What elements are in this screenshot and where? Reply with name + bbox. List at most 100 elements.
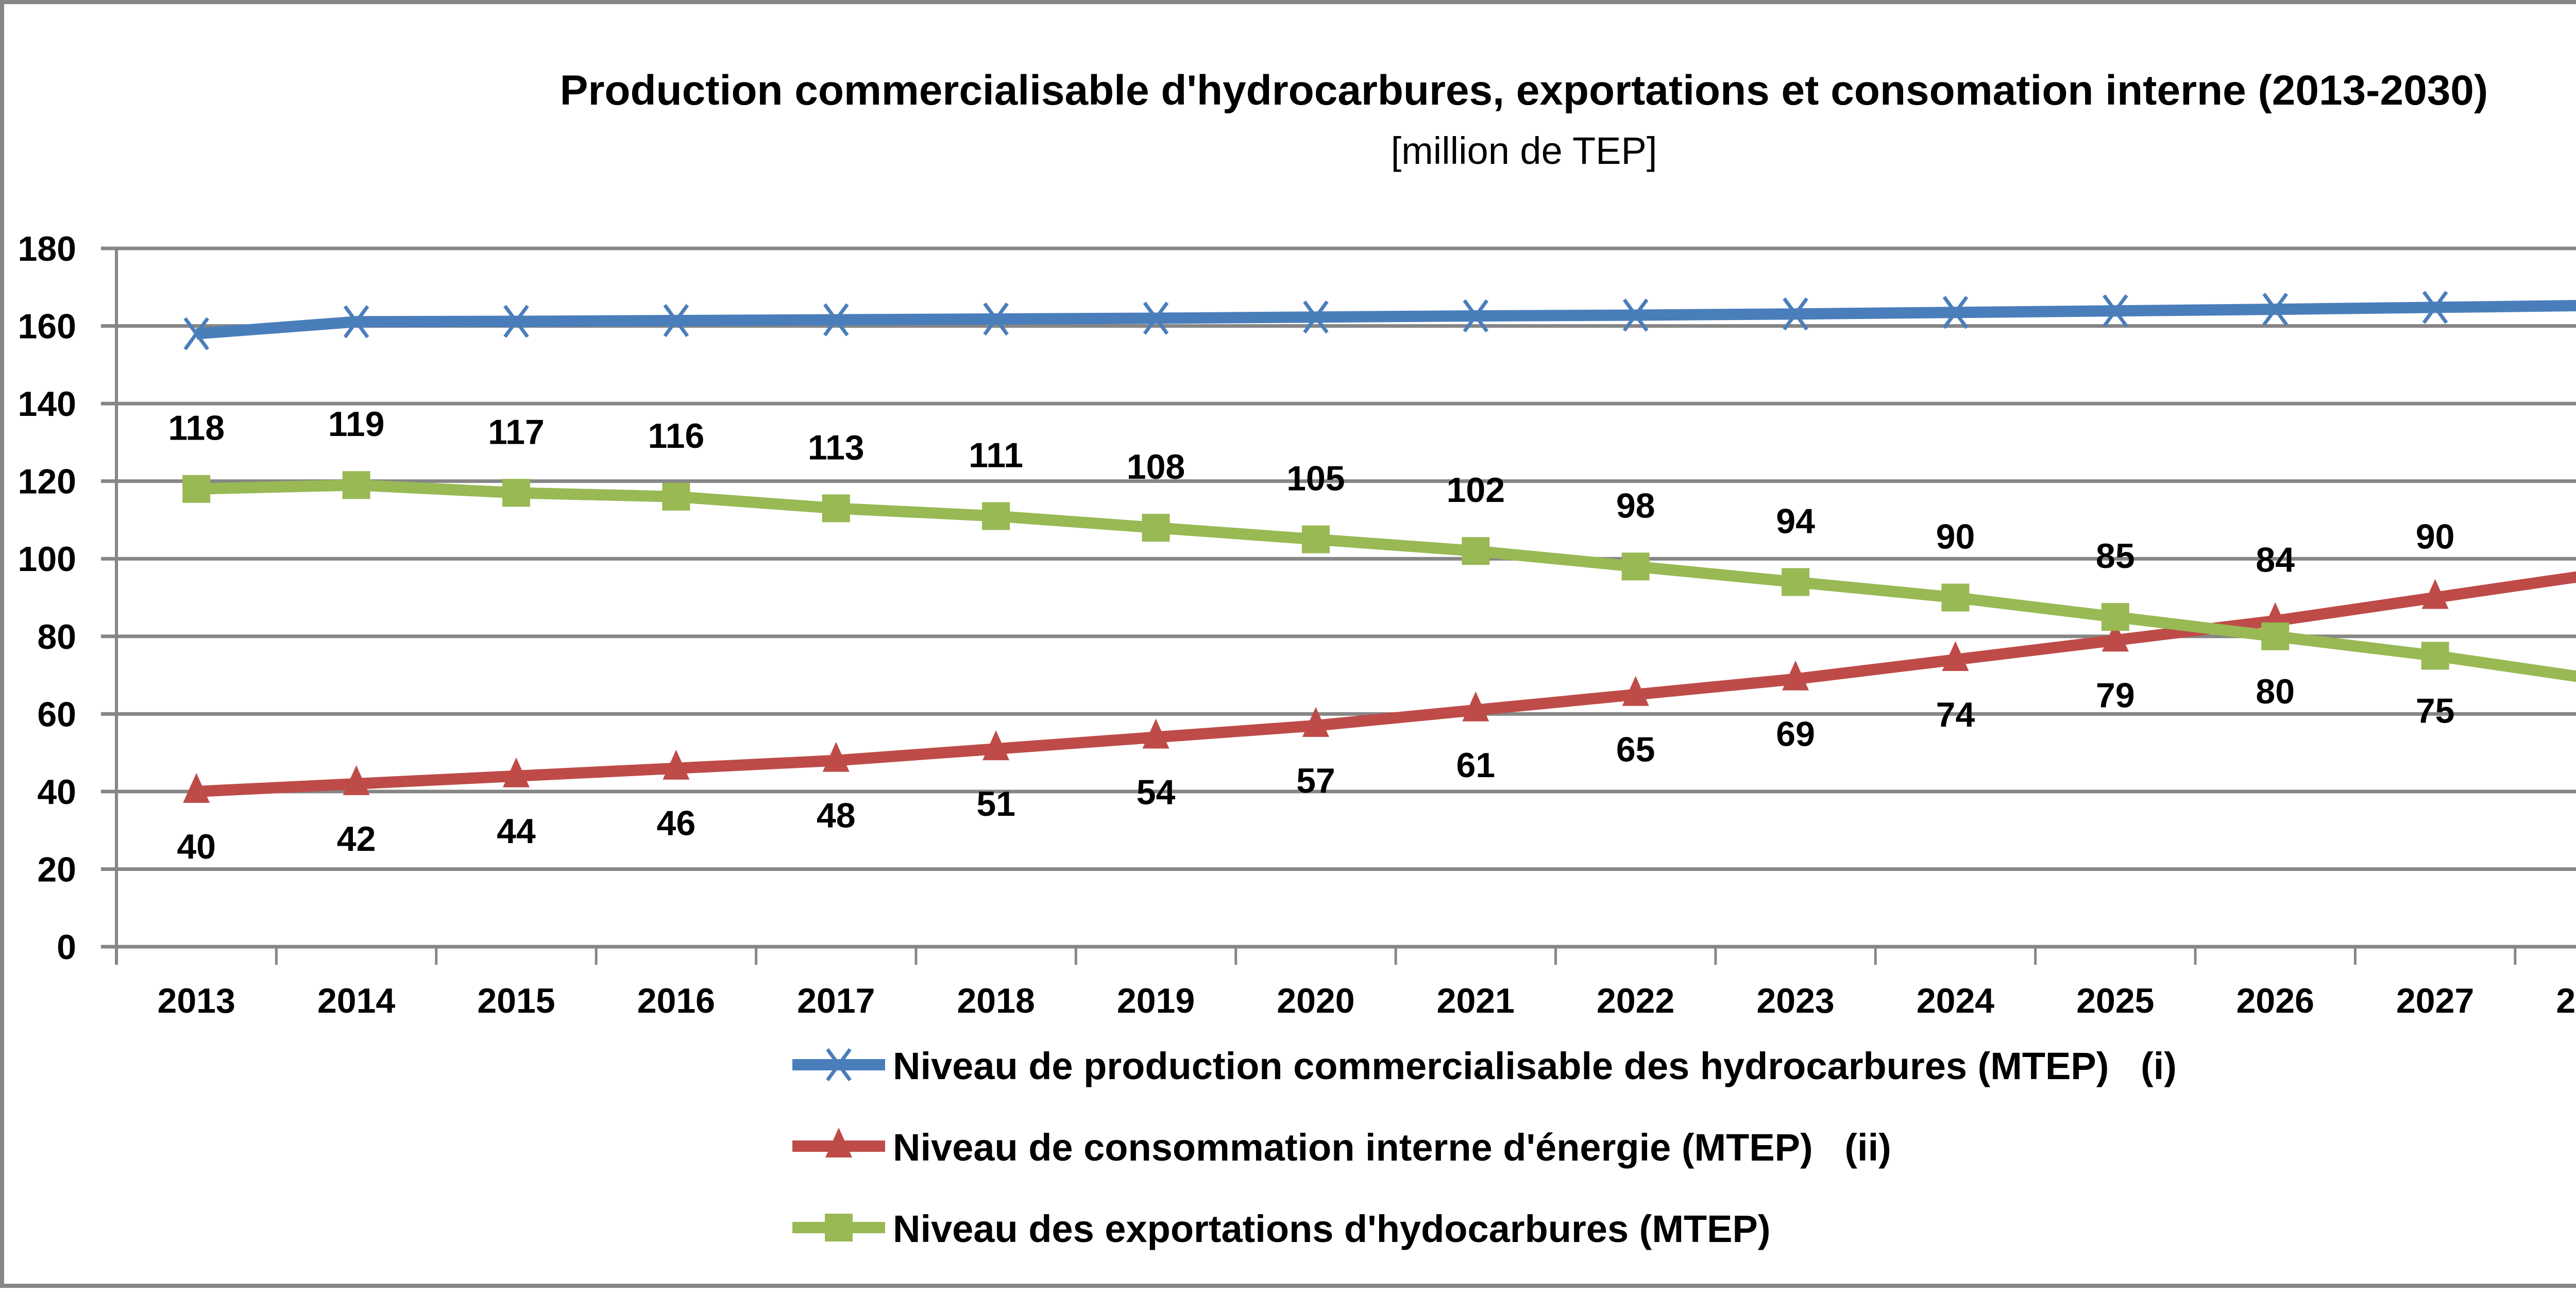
marker-stroke xyxy=(823,303,849,337)
data-point-marker xyxy=(983,302,1009,336)
y-axis-ticks: 0 20 40 60 80 100 120 140 160 180 xyxy=(18,229,76,967)
data-label: 85 xyxy=(2096,536,2135,576)
data-point-marker xyxy=(2103,294,2128,328)
x-tick-label: 2016 xyxy=(637,981,715,1020)
data-point-marker xyxy=(343,765,370,795)
marker-stroke xyxy=(1783,297,1808,331)
data-point-marker xyxy=(822,742,850,772)
data-label: 80 xyxy=(2256,672,2295,711)
marker-stroke xyxy=(1303,300,1329,334)
x-tick-label: 2018 xyxy=(957,981,1035,1020)
marker-stroke xyxy=(983,302,1009,336)
marker-stroke xyxy=(1622,298,1649,332)
data-point-marker xyxy=(1142,514,1170,542)
data-labels: 4042444648515457616569747984909610311011… xyxy=(168,405,2576,866)
data-label: 111 xyxy=(969,435,1023,475)
data-label: 108 xyxy=(1127,447,1185,486)
data-point-marker xyxy=(342,471,370,499)
data-point-marker xyxy=(1621,552,1650,581)
legend-item-3: Niveau des exportations d'hydocarbures (… xyxy=(792,1207,1771,1250)
y-tick-label: 40 xyxy=(37,773,76,812)
data-label: 75 xyxy=(2416,691,2455,730)
data-point-marker xyxy=(1782,568,1810,596)
legend-item-2: Niveau de consommation interne d'énergie… xyxy=(792,1126,1891,1169)
x-tick-label: 2024 xyxy=(1917,981,1994,1020)
data-point-marker xyxy=(343,305,369,339)
data-point-marker xyxy=(2102,622,2129,652)
data-label: 98 xyxy=(1616,486,1655,525)
data-point-marker xyxy=(1941,583,1970,612)
data-point-marker xyxy=(1463,299,1489,333)
data-label: 84 xyxy=(2256,541,2295,580)
data-point-marker xyxy=(503,305,529,338)
data-label: 51 xyxy=(976,784,1015,824)
x-tick-label: 2027 xyxy=(2396,981,2474,1020)
data-label: 116 xyxy=(648,416,705,456)
x-tick-label: 2028 xyxy=(2556,981,2576,1020)
data-point-marker xyxy=(2421,579,2449,609)
data-point-marker xyxy=(1303,300,1329,334)
data-label: 90 xyxy=(2416,517,2455,557)
series-line xyxy=(196,300,2576,340)
marker-stroke xyxy=(2262,293,2289,326)
series-line xyxy=(196,571,2576,797)
data-point-marker xyxy=(2421,642,2449,670)
data-label: 105 xyxy=(1286,459,1345,498)
data-label: 102 xyxy=(1447,471,1505,510)
data-label: 113 xyxy=(808,428,865,467)
data-point-marker xyxy=(183,317,210,350)
marker-stroke xyxy=(1463,299,1489,333)
series-3 xyxy=(182,471,2576,682)
x-tick-label: 2023 xyxy=(1756,981,1834,1020)
gridlines xyxy=(101,246,2576,949)
data-point-marker xyxy=(2101,603,2129,631)
y-tick-label: 100 xyxy=(18,540,76,579)
data-label: 48 xyxy=(817,796,856,835)
data-point-marker xyxy=(1622,676,1649,706)
legend-marker xyxy=(825,1128,852,1157)
data-label: 119 xyxy=(328,405,385,444)
y-tick-label: 20 xyxy=(37,850,76,889)
data-label: 44 xyxy=(497,812,536,851)
data-label: 57 xyxy=(1296,761,1335,800)
data-label: 46 xyxy=(657,804,696,843)
data-label: 118 xyxy=(168,409,225,448)
x-axis-ticks: 2013 2014 2015 2016 2017 2018 2019 2020 2021 2022… xyxy=(158,981,2576,1020)
data-point-marker xyxy=(183,773,210,803)
marker-stroke xyxy=(343,305,369,339)
data-point-marker xyxy=(502,479,530,507)
data-point-marker xyxy=(1942,296,1969,329)
marker-stroke xyxy=(183,317,210,350)
x-tick-label: 2026 xyxy=(2236,981,2314,1020)
data-point-marker xyxy=(1301,525,1330,553)
data-point-marker xyxy=(1142,718,1170,749)
series-group xyxy=(182,291,2576,803)
marker-stroke xyxy=(663,304,689,338)
y-tick-label: 120 xyxy=(18,462,76,501)
marker-stroke xyxy=(1942,296,1969,329)
x-tick-label: 2020 xyxy=(1277,981,1354,1020)
x-tick-label: 2013 xyxy=(158,981,235,1020)
chart-title: Production commercialisable d'hydrocarbu… xyxy=(560,67,2488,114)
x-tick-label: 2022 xyxy=(1597,981,1674,1020)
y-tick-label: 0 xyxy=(57,928,76,967)
y-tick-label: 140 xyxy=(18,384,76,424)
marker-stroke xyxy=(2422,291,2448,324)
x-tick-label: 2015 xyxy=(477,981,555,1020)
series-line xyxy=(196,479,2576,682)
data-point-marker xyxy=(982,730,1010,761)
data-point-marker xyxy=(662,482,690,511)
legend-label: Niveau des exportations d'hydocarbures (… xyxy=(893,1207,1771,1250)
data-label: 94 xyxy=(1776,501,1815,541)
x-tick-label: 2014 xyxy=(317,981,395,1020)
data-point-marker xyxy=(1942,641,1969,671)
data-point-marker xyxy=(1782,660,1809,691)
marker-stroke xyxy=(826,1048,852,1082)
chart-subtitle: [million de TEP] xyxy=(1391,129,1657,172)
data-point-marker xyxy=(663,304,689,338)
data-label: 61 xyxy=(1456,746,1495,785)
marker-stroke xyxy=(1143,301,1169,335)
data-label: 74 xyxy=(1936,695,1975,734)
legend-label: Niveau de production commercialisable de… xyxy=(893,1045,2177,1087)
